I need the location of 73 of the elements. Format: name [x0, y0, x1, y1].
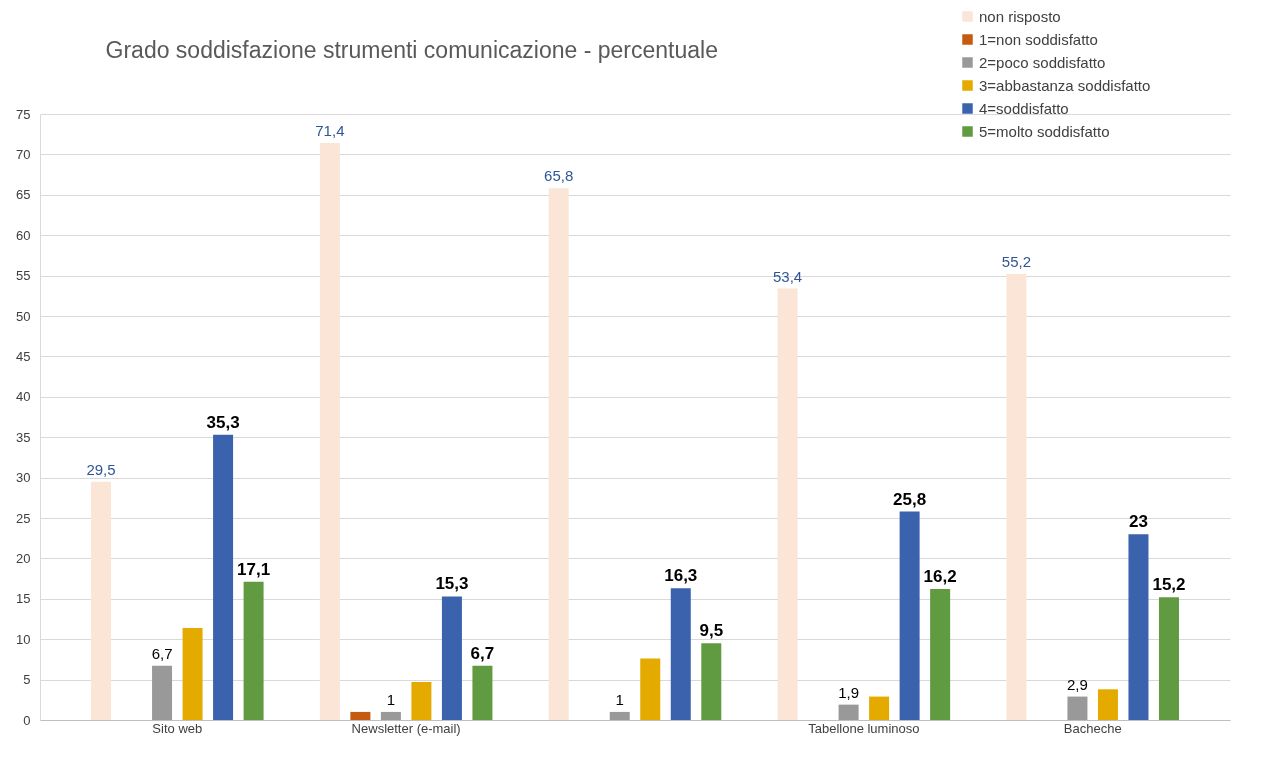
bar [91, 481, 112, 720]
data-label: 35,3 [206, 412, 240, 432]
bar [243, 581, 264, 720]
bar [182, 627, 203, 720]
y-tick-label: 45 [16, 348, 31, 364]
bar [1006, 273, 1027, 720]
bar [548, 188, 569, 720]
data-label: 23 [1129, 512, 1148, 532]
chart-title: Grado soddisfazione strumenti comunicazione - percentuale [105, 37, 718, 63]
legend-label: non risposto [979, 7, 1061, 25]
y-tick-label: 0 [23, 712, 31, 728]
data-label: 16,2 [923, 567, 957, 587]
data-label: 15,2 [1152, 575, 1186, 595]
y-tick-label: 35 [16, 429, 31, 445]
bar [777, 288, 798, 720]
bar [640, 658, 661, 720]
y-tick-label: 10 [16, 631, 31, 647]
data-label: 71,4 [315, 122, 345, 140]
y-tick-label: 40 [16, 389, 31, 405]
data-label: 6,7 [470, 643, 495, 663]
bar [1158, 597, 1179, 720]
bar [441, 596, 462, 720]
legend-label: 4=soddisfatto [979, 99, 1069, 117]
bar [380, 711, 401, 720]
y-tick-label: 60 [16, 227, 31, 243]
bar [609, 711, 630, 720]
bar [1128, 534, 1149, 720]
x-tick-label: Sito web [152, 720, 203, 736]
y-tick-label: 5 [23, 672, 31, 688]
legend-label: 2=poco soddisfatto [979, 53, 1106, 71]
data-label: 9,5 [699, 621, 724, 641]
bar [930, 589, 951, 720]
data-label: 65,8 [544, 167, 574, 185]
x-tick-label: Tabellone luminoso [808, 720, 920, 736]
legend-label: 3=abbastanza soddisfatto [979, 76, 1151, 94]
data-label: 16,3 [664, 566, 698, 586]
y-tick-label: 75 [16, 106, 31, 122]
data-label: 55,2 [1001, 252, 1032, 270]
data-label: 17,1 [237, 559, 271, 579]
y-tick-label: 65 [16, 187, 31, 203]
data-label: 2,9 [1067, 675, 1088, 693]
y-tick-label: 15 [16, 591, 31, 607]
y-tick-label: 50 [16, 308, 31, 324]
legend-label: 1=non soddisfatto [979, 30, 1098, 48]
bar [472, 665, 493, 720]
y-tick-label: 70 [16, 146, 31, 162]
bar [1067, 696, 1088, 720]
bar [701, 643, 722, 720]
bar [411, 682, 432, 720]
bar [899, 511, 920, 720]
bar [670, 588, 691, 720]
x-tick-label: Newsletter (e-mail) [351, 720, 461, 736]
legend-label: 5=molto soddisfatto [979, 122, 1110, 140]
data-label: 53,4 [772, 267, 803, 285]
bar [838, 704, 859, 720]
data-label: 29,5 [86, 460, 116, 478]
bar [869, 696, 890, 720]
y-tick-label: 30 [16, 470, 31, 486]
y-tick-label: 25 [16, 510, 31, 526]
data-label: 15,3 [435, 574, 469, 594]
bar [152, 665, 173, 720]
data-label: 25,8 [893, 489, 927, 509]
bar [319, 143, 340, 720]
bar [350, 711, 371, 720]
bar [1097, 689, 1118, 720]
data-label: 1,9 [838, 683, 860, 701]
data-label: 1 [386, 690, 396, 708]
bar [213, 434, 234, 720]
data-label: 6,7 [151, 644, 173, 662]
x-tick-label: Bacheche [1063, 720, 1122, 736]
y-tick-label: 20 [16, 550, 31, 566]
data-label: 1 [615, 690, 624, 708]
y-tick-label: 55 [16, 268, 31, 284]
